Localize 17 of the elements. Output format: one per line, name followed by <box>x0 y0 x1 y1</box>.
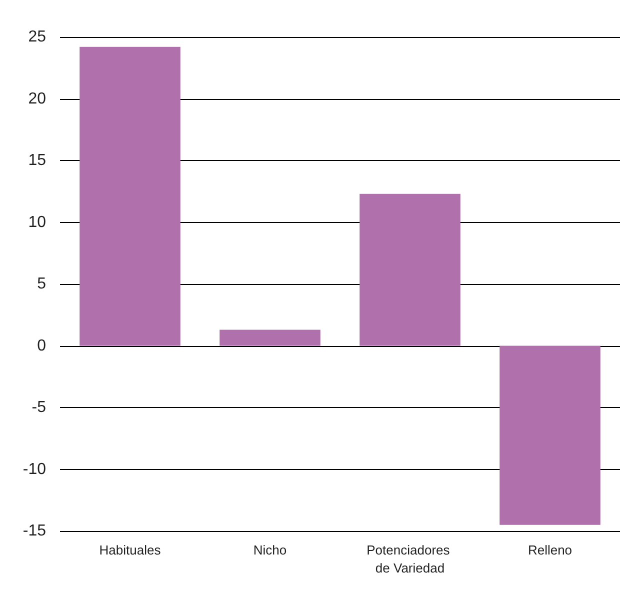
y-tick-label: 15 <box>28 152 46 169</box>
x-tick-label: Habituales <box>99 542 162 558</box>
bar <box>500 346 600 525</box>
y-tick-label: -5 <box>32 399 46 416</box>
bar <box>360 194 460 346</box>
y-tick-label: 5 <box>37 276 46 292</box>
x-tick-label: Nicho <box>253 542 287 558</box>
y-tick-label: 10 <box>28 214 46 231</box>
y-tick-label: 20 <box>28 90 46 108</box>
x-tick-label: Potenciadores de Variedad <box>366 542 454 576</box>
y-tick-label: 25 <box>28 28 46 46</box>
x-tick-label: Relleno <box>528 542 572 558</box>
y-tick-label: -15 <box>22 522 46 540</box>
bar <box>80 46 180 346</box>
bar <box>220 330 320 346</box>
y-tick-label: 0 <box>37 337 46 354</box>
y-tick-label: -10 <box>22 460 46 478</box>
